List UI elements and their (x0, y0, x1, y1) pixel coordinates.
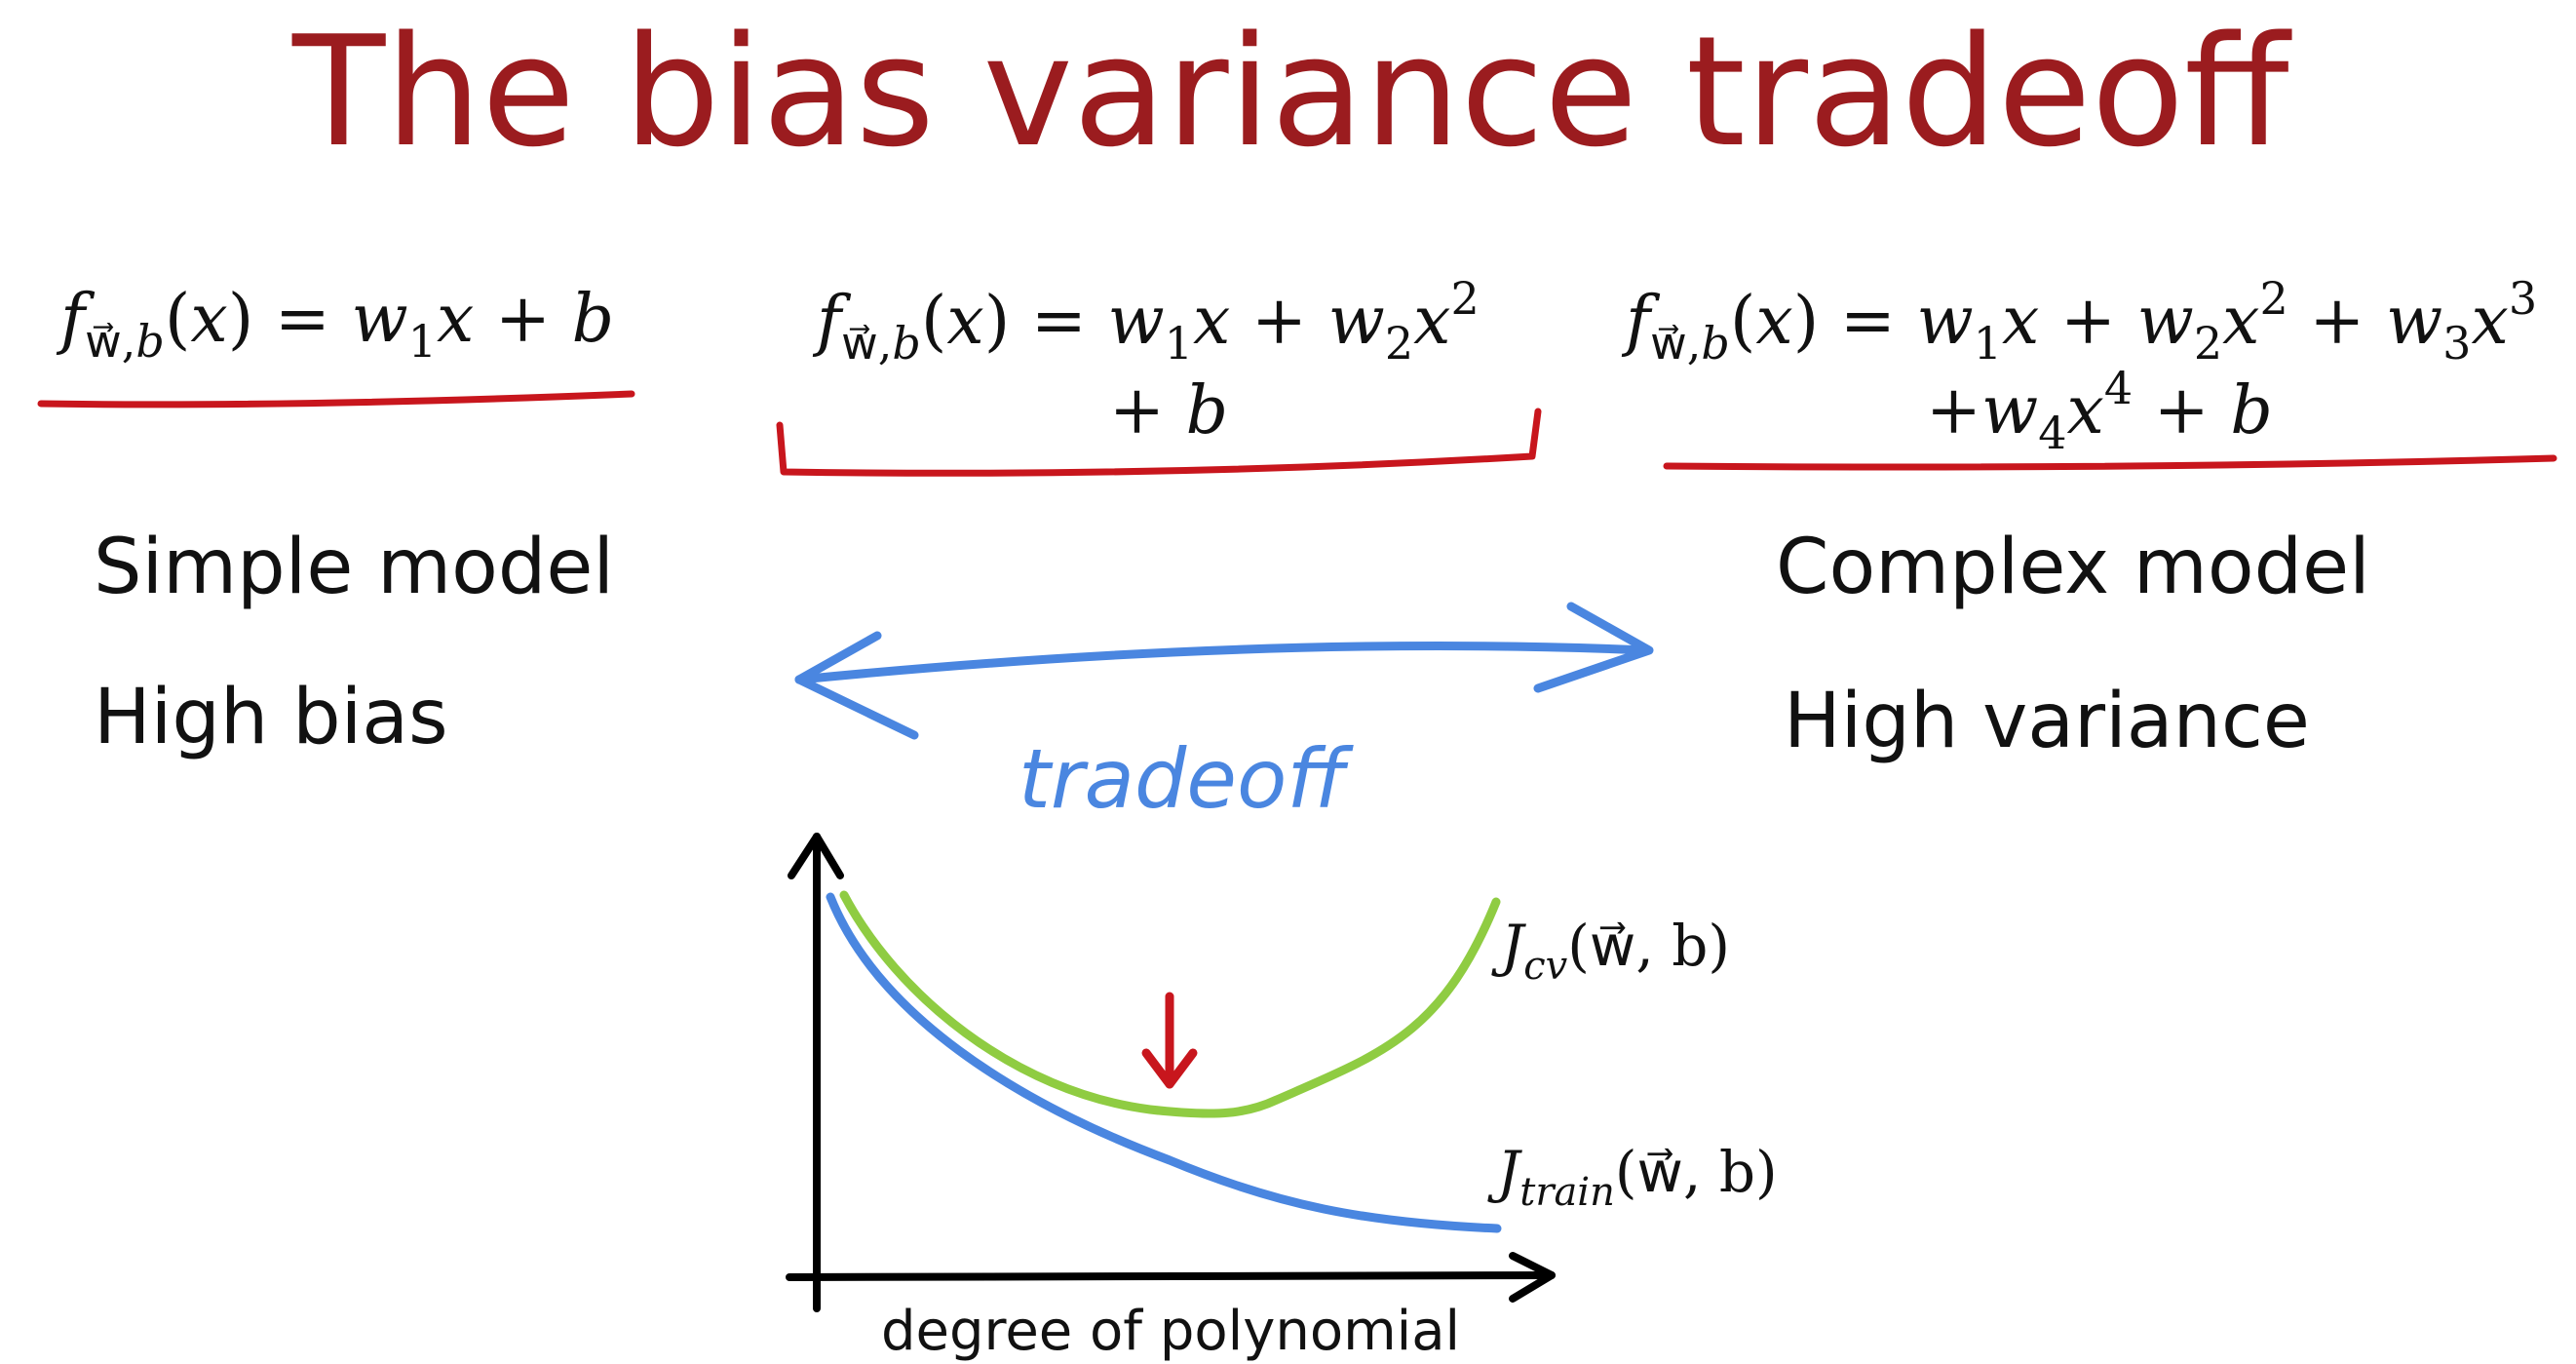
train-error-curve (826, 892, 1502, 1233)
slide-title: The bias variance tradeoff (291, 3, 2292, 180)
simple-model-underline (37, 390, 635, 409)
high-bias-label: High bias (94, 674, 448, 761)
optimal-degree-marker (1141, 992, 1198, 1089)
tradeoff-double-arrow (794, 602, 1654, 740)
svg-text:fw⃗,b(x) = w1x + b: fw⃗,b(x) = w1x + b (56, 281, 614, 368)
svg-text:+w4x4 + b: +w4x4 + b (1926, 362, 2273, 459)
svg-text:fw⃗,b(x) = w1x + w2x2: fw⃗,b(x) = w1x + w2x2 (812, 272, 1480, 370)
x-axis-label: degree of polynomial (881, 1300, 1460, 1363)
simple-model-label: Simple model (94, 524, 614, 611)
train-curve-label: Jtrain(w⃗, b) (1487, 1139, 1778, 1215)
y-axis-arrowhead (788, 833, 844, 879)
complex-model-underline (1663, 454, 2557, 471)
svg-text:+ b: + b (1109, 372, 1228, 449)
cv-error-curve (839, 890, 1501, 1118)
complex-model-formula: fw⃗,b(x) = w1x + w2x2 + w3x3 +w4x4 + b (1621, 272, 2537, 459)
middle-model-formula: fw⃗,b(x) = w1x + w2x2 + b (812, 272, 1480, 449)
tradeoff-label: tradeoff (1019, 731, 1354, 827)
x-axis-arrowhead (1509, 1252, 1556, 1303)
x-axis (786, 1271, 1556, 1281)
complex-model-label: Complex model (1776, 524, 2370, 611)
svg-text:fw⃗,b(x) = w1x + w2x2 + w3x3: fw⃗,b(x) = w1x + w2x2 + w3x3 (1621, 272, 2537, 370)
cv-curve-label: Jcv(w⃗, b) (1491, 913, 1730, 989)
middle-model-underline (776, 408, 1542, 477)
high-variance-label: High variance (1784, 678, 2310, 765)
simple-model-formula: fw⃗,b(x) = w1x + b (56, 281, 614, 368)
bias-variance-graph: Jcv(w⃗, b) Jtrain(w⃗, b) degree of polyn… (786, 833, 1778, 1363)
